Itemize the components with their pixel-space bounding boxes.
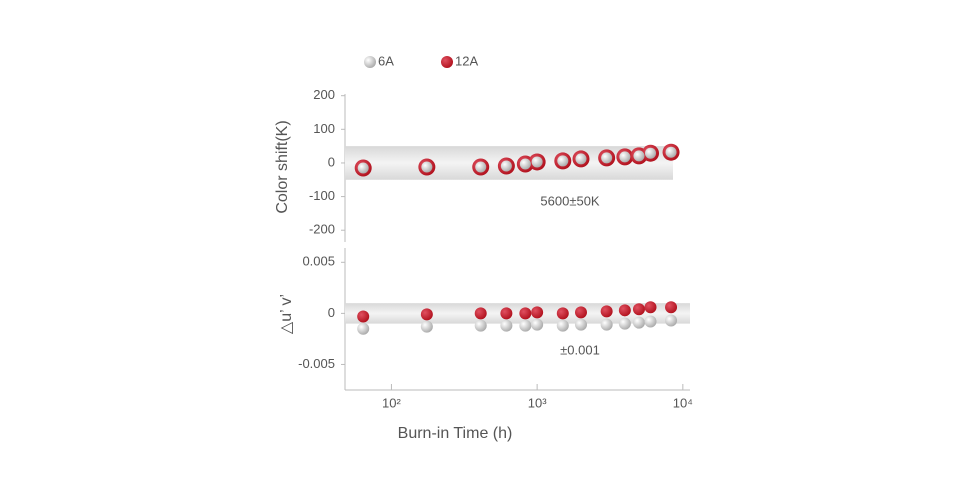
data-point: [574, 306, 587, 319]
data-point: [420, 320, 433, 333]
y-tick-label: -0.005: [298, 356, 335, 371]
y-axis-label: Color shift(K): [274, 120, 291, 213]
data-point: [531, 156, 543, 168]
data-point: [574, 318, 587, 331]
x-tick-label: 10⁴: [673, 395, 693, 410]
data-point: [357, 162, 369, 174]
data-point: [556, 307, 569, 320]
data-point: [556, 319, 569, 332]
data-point: [633, 150, 645, 162]
data-point: [474, 319, 487, 332]
data-point: [357, 322, 370, 335]
data-point: [500, 319, 513, 332]
band-annotation: ±0.001: [560, 342, 600, 357]
data-point: [600, 305, 613, 318]
data-point: [557, 155, 569, 167]
data-point: [474, 307, 487, 320]
band-annotation: 5600±50K: [540, 193, 600, 208]
y-tick-label: 200: [313, 87, 335, 102]
data-point: [600, 318, 613, 331]
data-point: [644, 315, 657, 328]
data-point: [619, 151, 631, 163]
legend-marker: [364, 56, 376, 68]
y-tick-label: 0: [328, 305, 335, 320]
data-point: [531, 318, 544, 331]
x-tick-label: 10³: [528, 395, 547, 410]
data-point: [357, 310, 370, 323]
data-point: [475, 161, 487, 173]
data-point: [645, 147, 657, 159]
data-point: [632, 303, 645, 316]
data-point: [420, 308, 433, 321]
y-axis-label: △u’ v’: [278, 294, 295, 334]
y-tick-label: 0.005: [302, 254, 335, 269]
data-point: [531, 306, 544, 319]
x-axis-label: Burn-in Time (h): [398, 425, 513, 442]
legend-marker: [441, 56, 453, 68]
data-point: [500, 307, 513, 320]
legend-label: 12A: [455, 53, 478, 68]
data-point: [618, 304, 631, 317]
data-point: [632, 316, 645, 329]
data-point: [665, 301, 678, 314]
y-tick-label: 0: [328, 154, 335, 169]
data-point: [665, 146, 677, 158]
data-point: [519, 319, 532, 332]
data-point: [519, 307, 532, 320]
y-tick-label: -100: [309, 188, 335, 203]
legend-label: 6A: [378, 53, 394, 68]
data-point: [644, 301, 657, 314]
data-point: [519, 158, 531, 170]
data-point: [618, 317, 631, 330]
data-point: [601, 152, 613, 164]
x-tick-label: 10²: [382, 395, 401, 410]
data-point: [500, 160, 512, 172]
data-point: [421, 161, 433, 173]
y-tick-label: -200: [309, 222, 335, 237]
y-tick-label: 100: [313, 121, 335, 136]
data-point: [575, 153, 587, 165]
data-point: [665, 314, 678, 327]
